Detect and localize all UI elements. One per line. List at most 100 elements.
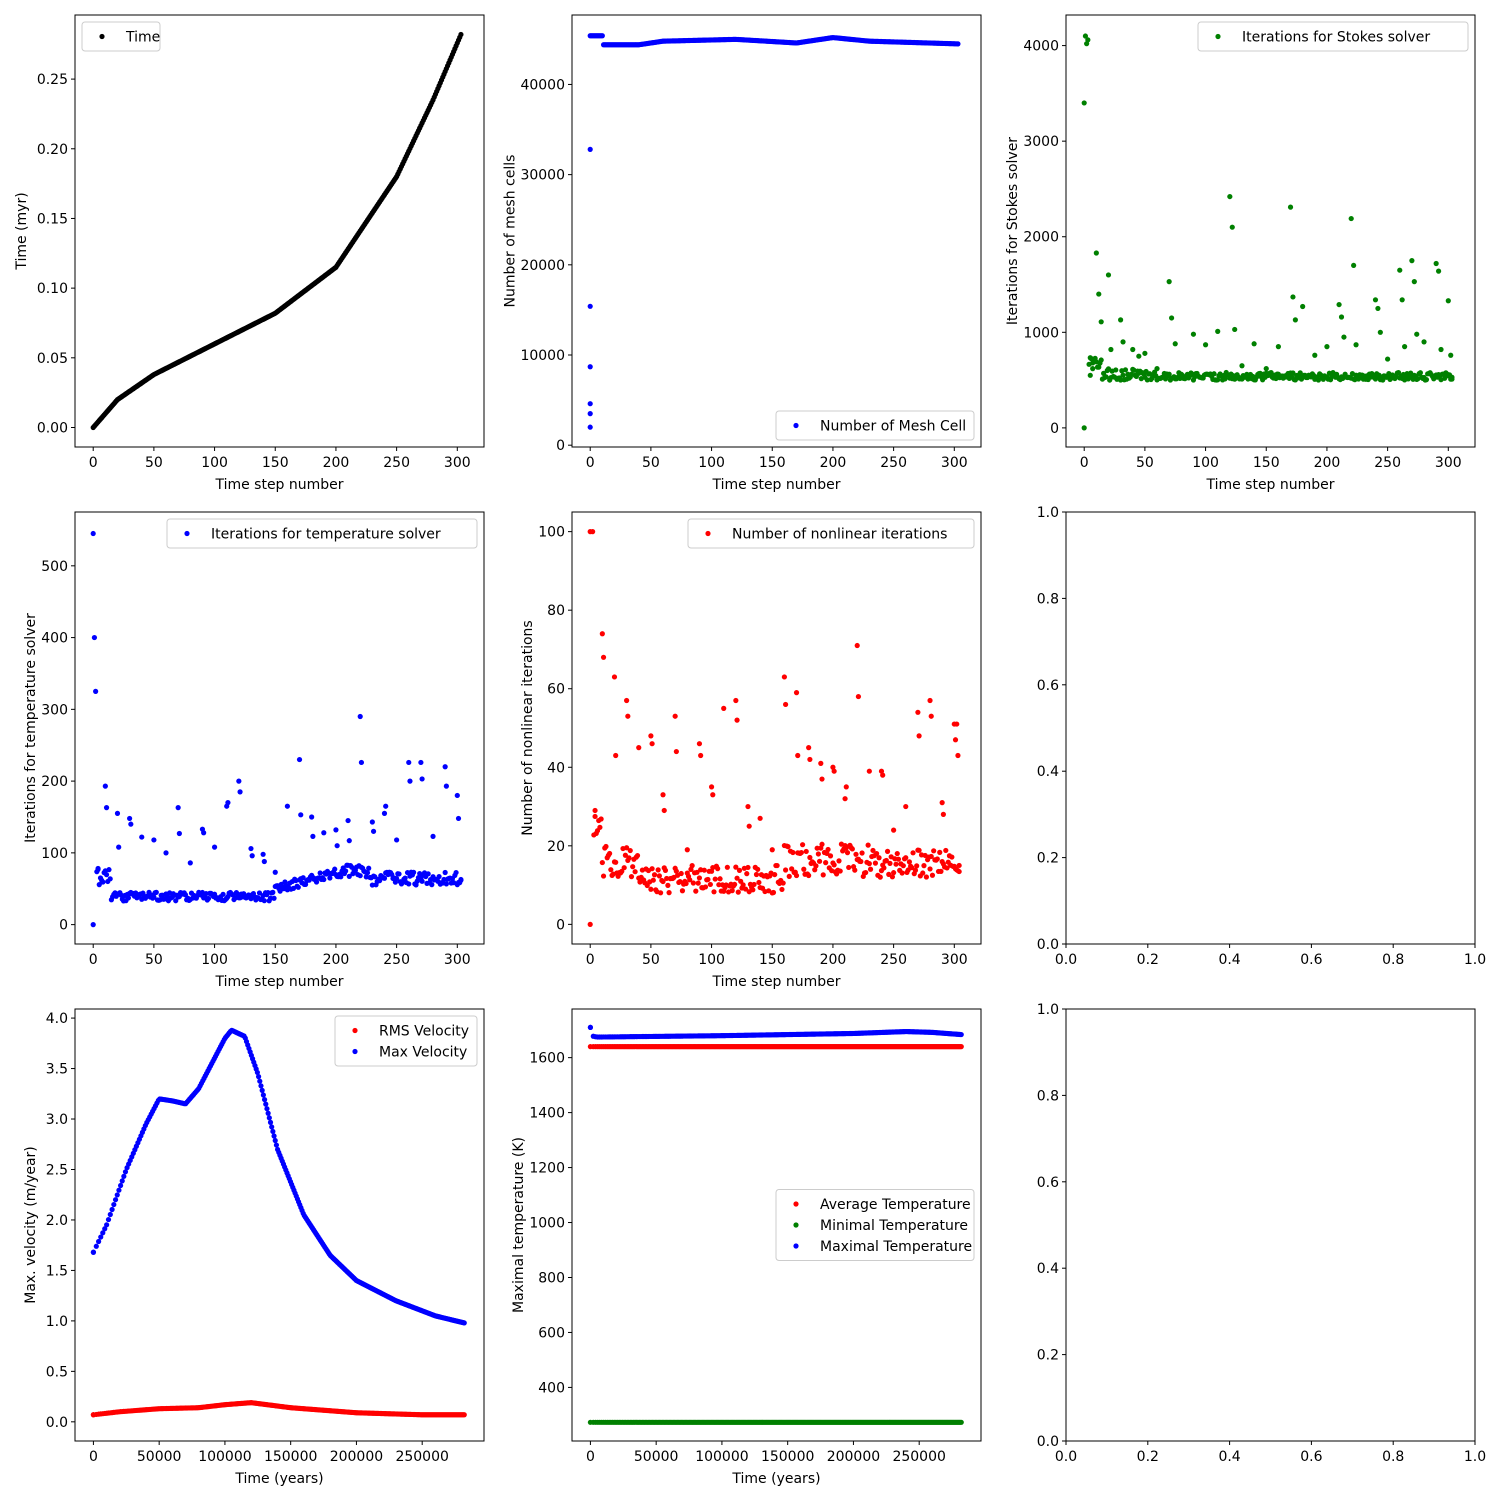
data-point [949,854,955,860]
data-point [1423,377,1430,383]
legend-entry: Max Velocity [379,1045,467,1061]
data-point [1096,291,1102,297]
data-point [93,688,99,695]
data-point [1120,372,1126,378]
data-point [309,814,315,820]
x-tick-label: 0 [586,455,595,471]
data-point [755,866,761,872]
x-tick-label: 250 [383,455,410,471]
data-point [795,752,801,759]
data-point [332,866,338,872]
data-point [590,529,596,535]
legend: Average Temperature Minimal Temperature Ma… [775,1189,975,1261]
data-point [1399,297,1405,303]
x-tick-label: 0.8 [1382,952,1404,968]
series-iterations-for-temperature-solver [90,530,464,928]
data-point [734,875,740,881]
data-point [173,898,179,904]
x-tick-label: 150000 [264,1449,317,1465]
data-point [622,852,629,858]
data-point [798,849,804,856]
x-tick-label: 0 [1080,455,1089,471]
data-point [721,705,727,711]
data-point [806,872,812,879]
data-point [819,776,825,782]
y-tick-label: 0.20 [37,142,68,158]
subplot-3: 0 50 100 150 200 250 30001000200030004000Time … [1005,14,1476,493]
legend-marker [793,1222,799,1228]
data-point [587,146,593,152]
data-point [599,33,605,39]
data-point [273,1142,280,1148]
y-tick-label: 2.0 [46,1213,68,1229]
legend-marker [705,530,711,537]
data-point [876,855,882,861]
data-point [855,693,862,700]
data-point [255,1074,262,1080]
data-point [807,756,813,763]
x-tick-label: 200 [323,952,350,968]
data-point [270,889,276,896]
data-point [891,870,897,876]
data-point [695,880,701,886]
data-point [109,1206,115,1213]
data-point [256,890,263,896]
data-point [956,862,962,869]
y-tick-label: 0.15 [37,211,68,227]
data-point [394,875,400,882]
data-point [852,867,858,873]
data-point [783,701,789,708]
data-point [1275,344,1281,350]
data-point [912,867,919,873]
data-point [455,815,462,822]
legend-frame [775,1189,975,1261]
data-point [1168,315,1175,321]
x-tick-label: 0 [89,455,98,471]
data-point [916,847,922,853]
x-tick-label: 150 [759,952,786,968]
data-point [693,888,699,894]
subplot-8: 0 50000 100000 150000 200000 250000 400 600 800 1… [511,1008,982,1487]
data-point [1103,374,1109,380]
data-point [369,819,375,825]
data-point [837,868,843,874]
data-point [781,674,787,680]
data-point [1411,279,1417,285]
plot-area [75,15,484,447]
data-point [923,874,929,880]
data-point [153,889,159,895]
data-point [929,872,936,878]
data-point [872,860,879,866]
data-point [627,847,633,854]
data-point [956,868,962,875]
y-tick-label: 40000 [520,77,565,93]
data-point [1130,346,1136,353]
data-point [343,868,349,874]
data-point [1287,204,1294,210]
data-point [927,866,933,872]
data-point [733,864,739,870]
y-tick-label: 0.0 [1037,937,1059,953]
data-point [859,850,865,856]
data-point [1251,341,1257,347]
x-tick-label: 50 [145,952,163,968]
data-point [260,1092,266,1098]
data-point [599,631,605,637]
data-point [846,864,852,871]
data-point [705,876,711,883]
x-tick-label: 0 [586,1449,595,1465]
data-point [702,884,709,890]
data-point [1232,326,1238,333]
data-point [358,759,365,766]
data-point [877,874,883,880]
x-axis-label: Time step number [711,477,840,493]
data-point [1215,377,1221,383]
y-tick-label: 1000 [529,1216,565,1232]
legend-frame [775,410,975,441]
data-point [867,866,874,872]
data-point [1417,370,1423,376]
data-point [939,800,945,806]
data-point [665,882,671,888]
data-point [272,869,278,875]
data-point [662,867,669,873]
